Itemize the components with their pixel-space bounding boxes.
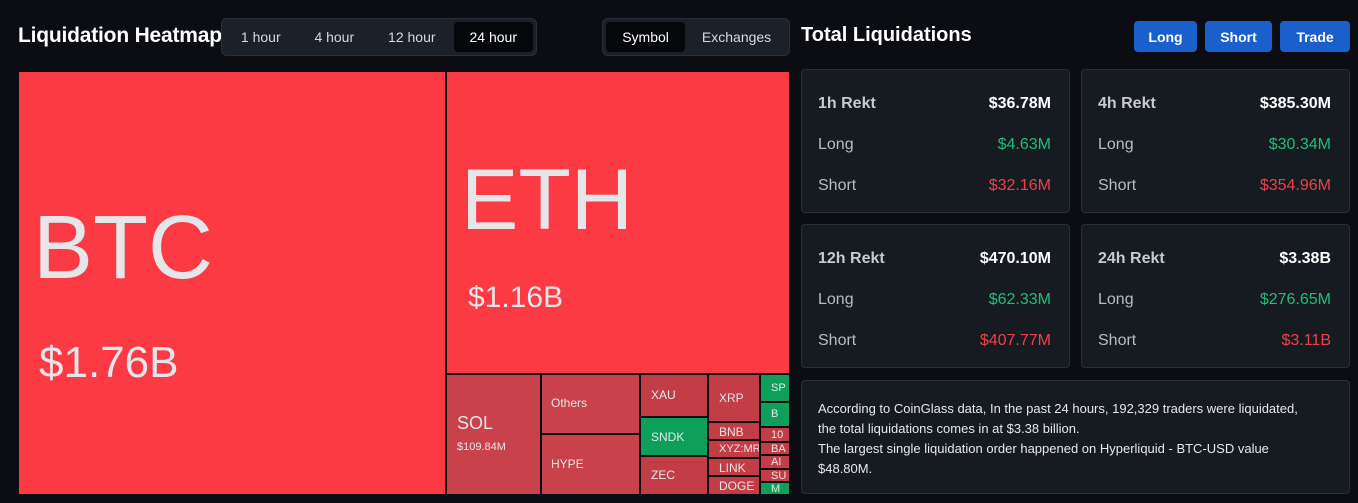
- heatmap-cell-bnb[interactable]: BNB: [708, 422, 760, 440]
- cell-symbol: M: [771, 483, 781, 495]
- trade-button[interactable]: Trade: [1280, 21, 1350, 52]
- cell-symbol: B: [771, 408, 779, 420]
- stat-card-1h: 1h Rekt $36.78M Long $4.63M Short $32.16…: [801, 69, 1070, 213]
- cell-symbol: SU: [771, 470, 787, 482]
- long-label: Long: [1098, 291, 1134, 308]
- tab-4-hour[interactable]: 4 hour: [314, 29, 355, 45]
- stat-total: $36.78M: [988, 95, 1051, 112]
- cell-symbol: AI: [771, 456, 782, 468]
- cell-symbol: BNB: [719, 425, 744, 439]
- heatmap-cell-sndk[interactable]: SNDK: [640, 417, 708, 456]
- time-range-selector: 1 hour 4 hour 12 hour 24 hour: [221, 18, 537, 56]
- long-value: $4.63M: [997, 136, 1051, 153]
- long-value: $62.33M: [988, 291, 1051, 308]
- summary-line: the total liquidations comes in at $3.38…: [818, 421, 1080, 436]
- heatmap-cell-btc[interactable]: BTC $1.76B: [18, 71, 446, 495]
- short-value: $32.16M: [988, 177, 1051, 194]
- page-title: Liquidation Heatmap: [18, 24, 222, 47]
- short-label: Short: [818, 177, 857, 194]
- tab-symbol[interactable]: Symbol: [606, 22, 686, 52]
- short-label: Short: [1098, 332, 1137, 349]
- long-value: $30.34M: [1268, 136, 1331, 153]
- cell-symbol: ZEC: [651, 468, 675, 482]
- short-value: $407.77M: [979, 332, 1051, 349]
- heatmap-cell-xrp[interactable]: XRP: [708, 374, 760, 422]
- cell-symbol: HYPE: [551, 457, 584, 471]
- cell-value: $1.76B: [39, 338, 179, 387]
- cell-symbol: BTC: [33, 198, 213, 298]
- summary-line: According to CoinGlass data, In the past…: [818, 401, 1298, 416]
- heatmap-cell-xyzmr[interactable]: XYZ:MR: [708, 440, 760, 458]
- heatmap-cell-hype[interactable]: HYPE: [541, 434, 640, 495]
- stat-title: 24h Rekt: [1098, 250, 1165, 267]
- heatmap-cell-sol[interactable]: SOL $109.84M: [446, 374, 541, 495]
- cell-symbol: SP: [771, 382, 786, 394]
- long-value: $276.65M: [1259, 291, 1331, 308]
- stat-card-4h: 4h Rekt $385.30M Long $30.34M Short $354…: [1081, 69, 1350, 213]
- cell-symbol: 10: [771, 429, 784, 441]
- short-label: Short: [1098, 177, 1137, 194]
- cell-symbol: LINK: [719, 461, 746, 475]
- stat-card-12h: 12h Rekt $470.10M Long $62.33M Short $40…: [801, 224, 1070, 368]
- cell-symbol: DOGE: [719, 479, 755, 493]
- stat-title: 12h Rekt: [818, 250, 885, 267]
- liquidation-heatmap: BTC $1.76B ETH $1.16B SOL $109.84M Other…: [18, 71, 790, 495]
- heatmap-cell-zec[interactable]: ZEC: [640, 456, 708, 495]
- cell-symbol: XYZ:MR: [719, 443, 760, 455]
- heatmap-cell-link[interactable]: LINK: [708, 458, 760, 476]
- short-label: Short: [818, 332, 857, 349]
- long-label: Long: [818, 136, 854, 153]
- cell-symbol: SOL: [457, 413, 494, 433]
- tab-1-hour[interactable]: 1 hour: [240, 29, 281, 45]
- long-label: Long: [818, 291, 854, 308]
- long-button[interactable]: Long: [1134, 21, 1197, 52]
- heatmap-cell-tiny[interactable]: SU: [760, 469, 790, 482]
- cell-symbol: XAU: [651, 388, 676, 402]
- stat-title: 1h Rekt: [818, 95, 876, 112]
- cell-symbol: ETH: [461, 152, 633, 248]
- long-label: Long: [1098, 136, 1134, 153]
- view-selector: Symbol Exchanges: [602, 18, 790, 56]
- heatmap-cell-xau[interactable]: XAU: [640, 374, 708, 417]
- stat-total: $470.10M: [979, 250, 1051, 267]
- summary-line: The largest single liquidation order hap…: [818, 441, 1269, 456]
- liquidation-summary: According to CoinGlass data, In the past…: [801, 380, 1350, 494]
- heatmap-cell-tiny[interactable]: 10: [760, 427, 790, 442]
- cell-symbol: Others: [551, 396, 588, 410]
- cell-value: $1.16B: [468, 281, 564, 314]
- heatmap-cell-eth[interactable]: ETH $1.16B: [446, 71, 790, 374]
- summary-line: $48.80M.: [818, 461, 873, 476]
- total-liquidations-title: Total Liquidations: [801, 24, 972, 46]
- stat-title: 4h Rekt: [1098, 95, 1156, 112]
- heatmap-cell-doge[interactable]: DOGE: [708, 476, 760, 495]
- cell-symbol: BA: [771, 443, 786, 455]
- tab-12-hour[interactable]: 12 hour: [388, 29, 436, 45]
- cell-symbol: SNDK: [651, 430, 685, 444]
- stat-card-24h: 24h Rekt $3.38B Long $276.65M Short $3.1…: [1081, 224, 1350, 368]
- heatmap-cell-tiny[interactable]: SP: [760, 374, 790, 402]
- cell-value: $109.84M: [457, 441, 506, 453]
- tab-exchanges[interactable]: Exchanges: [701, 29, 772, 45]
- tab-24-hour[interactable]: 24 hour: [453, 22, 533, 52]
- cell-symbol: XRP: [719, 391, 744, 405]
- heatmap-cell-tiny[interactable]: AI: [760, 455, 790, 469]
- stat-total: $385.30M: [1259, 95, 1331, 112]
- short-button[interactable]: Short: [1205, 21, 1272, 52]
- short-value: $354.96M: [1259, 177, 1331, 194]
- stat-total: $3.38B: [1279, 250, 1331, 267]
- heatmap-cell-tiny[interactable]: M: [760, 482, 790, 495]
- short-value: $3.11B: [1281, 332, 1331, 349]
- heatmap-cell-tiny[interactable]: B: [760, 402, 790, 427]
- heatmap-cell-tiny[interactable]: BA: [760, 442, 790, 455]
- heatmap-cell-others[interactable]: Others: [541, 374, 640, 434]
